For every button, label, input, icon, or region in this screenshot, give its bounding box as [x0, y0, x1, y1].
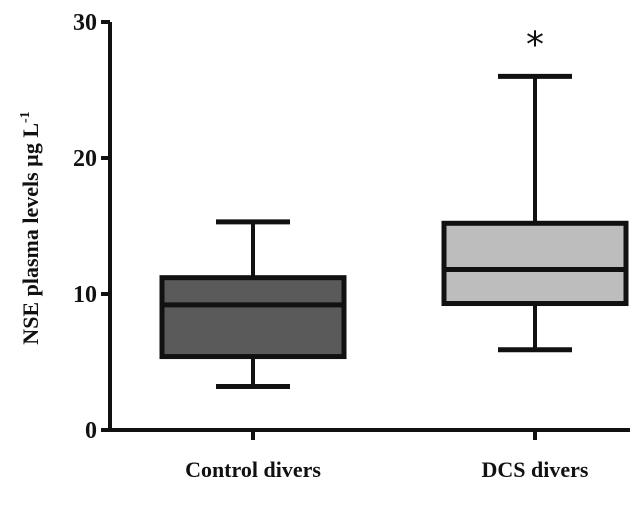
category-labels: Control divers DCS divers	[185, 430, 589, 482]
iqr-box	[441, 220, 629, 307]
category-label: DCS divers	[482, 457, 589, 482]
y-tick-label: 30	[73, 10, 97, 36]
axes	[108, 22, 630, 432]
y-tick-label: 20	[73, 146, 97, 172]
y-axis-title-superscript: -1	[18, 111, 33, 123]
boxes	[159, 73, 629, 389]
y-axis-title-main: NSE plasma levels µg L	[18, 123, 43, 345]
y-axis-title: NSE plasma levels µg L-1	[18, 111, 43, 344]
box-group	[159, 219, 347, 389]
box-group	[441, 73, 629, 353]
y-tick-label: 0	[85, 418, 97, 444]
iqr-box	[159, 275, 347, 360]
category-label: Control divers	[185, 457, 321, 482]
significance-marker: *	[526, 24, 544, 65]
y-ticks: 0 10 20 30	[73, 10, 110, 444]
y-tick-label: 10	[73, 282, 97, 308]
